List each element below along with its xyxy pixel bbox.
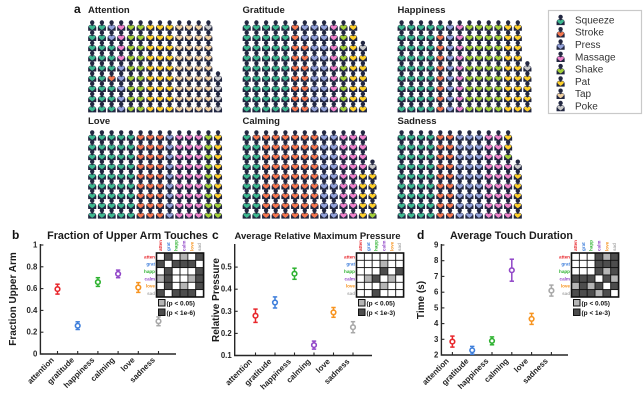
svg-text:calm: calm — [382, 241, 387, 251]
svg-text:grat: grat — [561, 262, 570, 267]
svg-text:calm: calm — [345, 276, 355, 281]
svg-text:Fraction of Upper Arm Touches: Fraction of Upper Arm Touches — [47, 230, 208, 242]
svg-text:c: c — [212, 228, 219, 242]
svg-text:Stroke: Stroke — [575, 28, 604, 39]
svg-text:sad: sad — [197, 243, 202, 251]
svg-text:Fraction Upper Arm: Fraction Upper Arm — [8, 252, 19, 346]
svg-text:sad: sad — [347, 291, 355, 296]
svg-text:(p < 1e-3): (p < 1e-3) — [582, 310, 611, 317]
svg-text:Poke: Poke — [575, 102, 598, 113]
svg-text:Attention: Attention — [88, 5, 130, 16]
svg-text:love: love — [189, 241, 194, 251]
svg-text:grat: grat — [166, 242, 171, 251]
svg-text:0.4: 0.4 — [221, 285, 233, 294]
svg-text:Gratitude: Gratitude — [243, 5, 285, 16]
svg-text:sad: sad — [562, 291, 570, 296]
svg-text:atten: atten — [573, 240, 578, 251]
svg-text:grat: grat — [581, 242, 586, 251]
svg-text:(p < 0.05): (p < 0.05) — [167, 301, 195, 308]
svg-text:sad: sad — [397, 243, 402, 251]
svg-text:7: 7 — [434, 272, 438, 281]
svg-text:(p < 0.05): (p < 0.05) — [582, 301, 610, 308]
svg-text:2: 2 — [434, 351, 439, 360]
svg-text:Squeeze: Squeeze — [575, 15, 615, 26]
svg-text:Love: Love — [88, 116, 110, 127]
svg-text:happ: happ — [589, 240, 594, 251]
svg-text:sad: sad — [147, 291, 155, 296]
svg-text:sad: sad — [612, 243, 617, 251]
svg-text:Time (s): Time (s) — [416, 281, 427, 319]
svg-text:Shake: Shake — [575, 65, 604, 76]
svg-text:calm: calm — [560, 276, 570, 281]
svg-text:Press: Press — [575, 40, 601, 51]
svg-text:atten: atten — [144, 254, 155, 259]
svg-text:0.2: 0.2 — [27, 328, 39, 337]
svg-text:0.1: 0.1 — [221, 351, 233, 360]
svg-text:0.4: 0.4 — [27, 306, 39, 315]
svg-text:1: 1 — [33, 241, 38, 250]
svg-text:9: 9 — [434, 241, 439, 250]
svg-text:Average Touch Duration: Average Touch Duration — [450, 230, 573, 242]
svg-text:4: 4 — [434, 319, 439, 328]
svg-text:(p < 1e-3): (p < 1e-3) — [367, 310, 396, 317]
svg-text:Tap: Tap — [575, 89, 592, 100]
svg-text:0.5: 0.5 — [221, 263, 233, 272]
svg-text:(p < 0.05): (p < 0.05) — [367, 301, 395, 308]
svg-text:grat: grat — [366, 242, 371, 251]
svg-text:atten: atten — [358, 240, 363, 251]
svg-text:d: d — [417, 228, 424, 242]
svg-text:love: love — [346, 284, 356, 289]
svg-text:Sadness: Sadness — [398, 116, 437, 127]
svg-text:0: 0 — [33, 350, 38, 359]
svg-text:Average Relative Maximum Press: Average Relative Maximum Pressure — [235, 231, 401, 242]
svg-text:(p < 1e-6): (p < 1e-6) — [167, 310, 196, 317]
svg-text:calm: calm — [597, 241, 602, 251]
svg-text:0.6: 0.6 — [27, 284, 39, 293]
svg-text:love: love — [561, 284, 571, 289]
svg-text:0.2: 0.2 — [221, 329, 233, 338]
svg-text:love: love — [604, 241, 609, 251]
svg-text:atten: atten — [559, 254, 570, 259]
svg-text:love: love — [146, 284, 156, 289]
svg-text:a: a — [74, 2, 81, 16]
svg-text:Relative Pressure: Relative Pressure — [211, 258, 222, 342]
svg-text:0.3: 0.3 — [221, 307, 233, 316]
svg-text:Pat: Pat — [575, 77, 590, 88]
svg-text:5: 5 — [434, 303, 439, 312]
svg-text:calm: calm — [145, 276, 155, 281]
svg-text:grat: grat — [346, 262, 355, 267]
svg-text:happ: happ — [174, 240, 179, 251]
svg-text:0.8: 0.8 — [27, 262, 39, 271]
svg-text:happ: happ — [144, 269, 155, 274]
svg-text:happ: happ — [344, 269, 355, 274]
svg-text:Happiness: Happiness — [398, 5, 446, 16]
svg-text:love: love — [389, 241, 394, 251]
svg-text:8: 8 — [434, 256, 439, 265]
svg-text:atten: atten — [344, 254, 355, 259]
svg-text:3: 3 — [434, 335, 439, 344]
svg-text:6: 6 — [434, 288, 439, 297]
svg-text:calm: calm — [182, 241, 187, 251]
svg-text:atten: atten — [158, 240, 163, 251]
svg-text:b: b — [12, 228, 19, 242]
svg-text:happ: happ — [559, 269, 570, 274]
svg-text:Massage: Massage — [575, 52, 616, 63]
svg-text:happ: happ — [374, 240, 379, 251]
svg-text:Calming: Calming — [243, 116, 281, 127]
svg-text:grat: grat — [146, 262, 155, 267]
